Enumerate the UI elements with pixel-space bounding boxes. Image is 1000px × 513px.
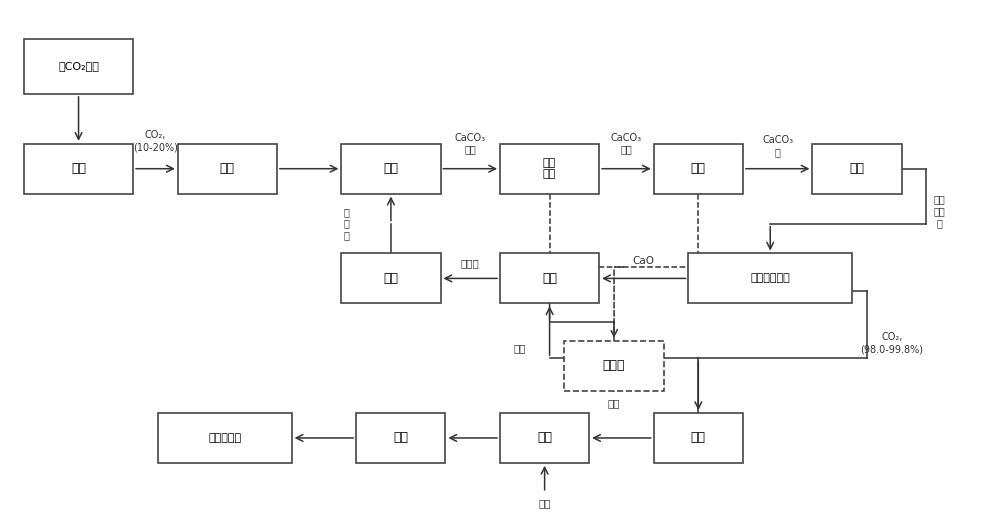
FancyBboxPatch shape bbox=[564, 341, 664, 390]
FancyBboxPatch shape bbox=[500, 253, 599, 303]
Text: 加压: 加压 bbox=[220, 162, 235, 175]
FancyBboxPatch shape bbox=[500, 413, 589, 463]
Text: 精制: 精制 bbox=[383, 272, 398, 285]
FancyBboxPatch shape bbox=[341, 253, 441, 303]
Text: 沉降
分离: 沉降 分离 bbox=[543, 158, 556, 180]
Text: 粗灰乳: 粗灰乳 bbox=[461, 259, 480, 268]
Text: 脱水: 脱水 bbox=[691, 162, 706, 175]
Text: 冷水: 冷水 bbox=[538, 498, 551, 508]
Text: 隔绝空气煅烧: 隔绝空气煅烧 bbox=[750, 273, 790, 283]
FancyBboxPatch shape bbox=[178, 144, 277, 193]
FancyBboxPatch shape bbox=[500, 144, 599, 193]
Text: CaCO₃
湿: CaCO₃ 湿 bbox=[762, 135, 793, 157]
Text: CaCO₃
浆液: CaCO₃ 浆液 bbox=[611, 133, 642, 154]
FancyBboxPatch shape bbox=[654, 144, 743, 193]
Text: 冷却: 冷却 bbox=[691, 431, 706, 444]
Text: 轻质
碳酸
钙: 轻质 碳酸 钙 bbox=[933, 194, 945, 228]
Text: 热水: 热水 bbox=[514, 343, 526, 353]
Text: CO₂,
(98.0-99.8%): CO₂, (98.0-99.8%) bbox=[860, 332, 923, 354]
FancyBboxPatch shape bbox=[24, 39, 133, 94]
FancyBboxPatch shape bbox=[24, 144, 133, 193]
FancyBboxPatch shape bbox=[812, 144, 902, 193]
Text: 精
灰
乳: 精 灰 乳 bbox=[343, 207, 349, 240]
Text: 含CO₂烟气: 含CO₂烟气 bbox=[58, 62, 99, 71]
Text: 压缩: 压缩 bbox=[537, 431, 552, 444]
Text: 回水: 回水 bbox=[608, 398, 620, 408]
Text: CaCO₃
浆液: CaCO₃ 浆液 bbox=[455, 133, 486, 154]
Text: 干燥: 干燥 bbox=[850, 162, 864, 175]
Text: CaO: CaO bbox=[633, 256, 655, 266]
Text: 净化: 净化 bbox=[71, 162, 86, 175]
FancyBboxPatch shape bbox=[654, 413, 743, 463]
Text: 碳化: 碳化 bbox=[383, 162, 398, 175]
Text: 消化: 消化 bbox=[542, 272, 557, 285]
Text: 回水池: 回水池 bbox=[603, 359, 625, 372]
FancyBboxPatch shape bbox=[158, 413, 292, 463]
FancyBboxPatch shape bbox=[688, 253, 852, 303]
Text: 冷凝: 冷凝 bbox=[393, 431, 408, 444]
Text: CO₂,
(10-20%): CO₂, (10-20%) bbox=[133, 130, 178, 152]
FancyBboxPatch shape bbox=[356, 413, 445, 463]
FancyBboxPatch shape bbox=[341, 144, 441, 193]
Text: 储（封）存: 储（封）存 bbox=[208, 433, 241, 443]
